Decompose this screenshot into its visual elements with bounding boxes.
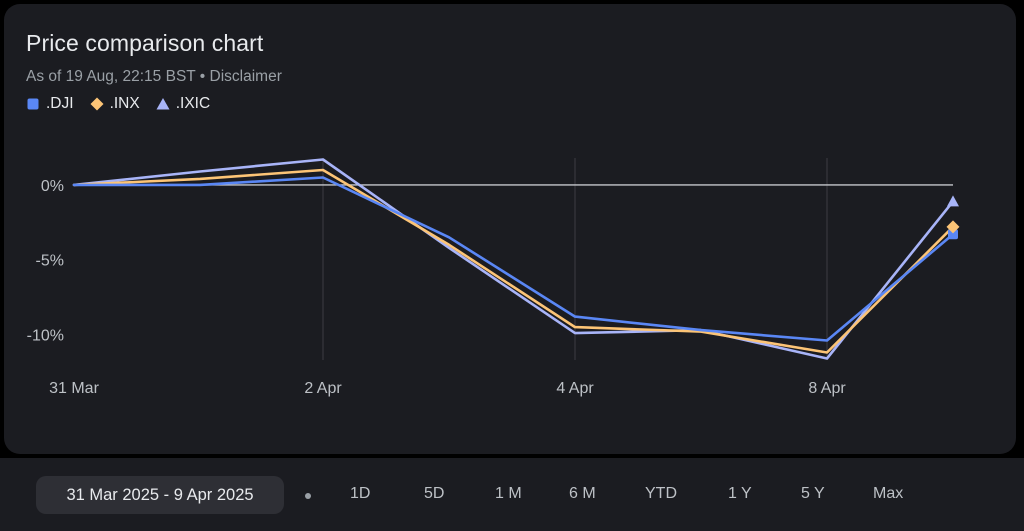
chart-legend: .DJI .INX .IXIC — [26, 95, 210, 113]
chart-subtitle: As of 19 Aug, 22:15 BST • Disclaimer — [26, 68, 282, 86]
square-marker-icon — [27, 98, 39, 110]
legend-item-dji[interactable]: .DJI — [26, 95, 74, 113]
period-1m-button[interactable]: 1 M — [495, 485, 522, 502]
legend-label: .IXIC — [175, 95, 211, 112]
period-1y-button[interactable]: 1 Y — [728, 485, 752, 502]
chart-title: Price comparison chart — [26, 30, 264, 56]
period-ytd-button[interactable]: YTD — [645, 485, 677, 502]
y-tick-label: 0% — [41, 178, 64, 195]
series-line-inx — [72, 168, 955, 354]
series-line-ixic — [72, 158, 955, 360]
separator-dot — [305, 493, 311, 499]
legend-item-inx[interactable]: .INX — [90, 95, 140, 113]
chart-card — [4, 4, 1016, 454]
y-tick-label: -10% — [27, 328, 64, 345]
period-5y-button[interactable]: 5 Y — [801, 485, 825, 502]
series-line-dji — [72, 176, 955, 342]
as-of-timestamp: As of 19 Aug, 22:15 BST — [26, 68, 196, 85]
legend-label: .DJI — [46, 95, 74, 112]
x-tick-label: 4 Apr — [556, 380, 594, 397]
date-range-button[interactable]: 31 Mar 2025 - 9 Apr 2025 — [36, 476, 284, 514]
period-max-button[interactable]: Max — [873, 485, 904, 502]
x-tick-label: 2 Apr — [304, 380, 342, 397]
separator-dot: • — [195, 68, 210, 85]
period-1d-button[interactable]: 1D — [350, 485, 371, 502]
end-marker-dji — [948, 229, 958, 240]
x-tick-label: 8 Apr — [808, 380, 846, 397]
end-marker-inx — [946, 220, 960, 234]
legend-label: .INX — [109, 95, 140, 112]
end-marker-ixic — [947, 195, 959, 207]
diamond-marker-icon — [90, 97, 104, 111]
period-6m-button[interactable]: 6 M — [569, 485, 596, 502]
triangle-marker-icon — [156, 98, 170, 110]
x-tick-label: 31 Mar — [49, 380, 99, 397]
legend-item-ixic[interactable]: .IXIC — [156, 95, 210, 113]
period-5d-button[interactable]: 5D — [424, 485, 445, 502]
y-tick-label: -5% — [36, 253, 64, 270]
disclaimer-link[interactable]: Disclaimer — [209, 68, 282, 85]
price-comparison-chart[interactable]: 0% -5% -10% 31 Mar 2 Apr 4 Apr 8 Apr — [0, 0, 1024, 455]
